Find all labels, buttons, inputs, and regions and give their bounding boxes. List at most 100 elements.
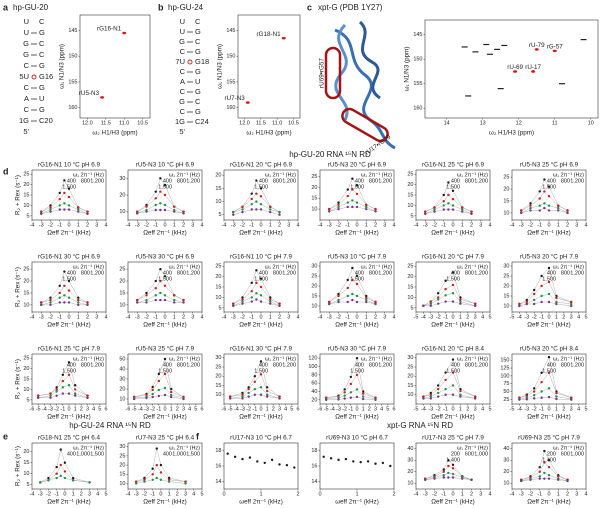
x-axis-label: Ωeff 2π⁻¹ (kHz) [143, 230, 186, 237]
legend-entry: 1,500 [446, 184, 460, 190]
data-point [182, 397, 185, 401]
x-axis-label: ω₂ H1/H3 (ppm) [489, 130, 534, 137]
data-point [278, 210, 281, 214]
x-tick-label: -5 [132, 406, 137, 412]
data-point [437, 387, 440, 391]
x-tick-label: 5 [584, 314, 587, 320]
legend-entry: 400 [67, 270, 76, 276]
data-point [49, 298, 52, 302]
x-tick-label: 3 [191, 314, 194, 320]
x-tick-label: -2 [336, 314, 341, 320]
data-point [265, 393, 269, 396]
x-tick-label: -2 [48, 222, 53, 228]
y-tick-label: 20 [503, 187, 509, 193]
x-tick-label: -1 [537, 222, 542, 228]
y-tick-label: 25 [311, 174, 317, 180]
y-tick-label: 15 [503, 293, 509, 299]
x-tick-label: -3 [231, 222, 236, 228]
data-point [566, 211, 569, 215]
x-tick-label: 3 [374, 406, 377, 412]
legend-entry: 1,400 [446, 457, 460, 463]
legend-entry: 1,500 [158, 368, 172, 374]
legend-entry: 400 [355, 270, 364, 276]
y-tick-label: 20 [215, 374, 221, 380]
data-point [346, 188, 349, 191]
data-point [250, 300, 253, 303]
x-tick-label: 2 [368, 406, 371, 412]
data-point [470, 478, 473, 481]
data-point [259, 277, 263, 280]
data-point [351, 177, 354, 180]
x-tick-label: 0 [259, 314, 262, 320]
x-tick-label: 4 [296, 314, 299, 320]
data-point [157, 394, 161, 398]
data-point [250, 197, 253, 201]
legend-entry: 800 [273, 178, 282, 184]
data-point [429, 397, 432, 400]
data-point [71, 479, 75, 482]
legend-entry: 800 [561, 178, 570, 184]
data-point [145, 298, 148, 302]
legend-entry: 1,500 [90, 451, 104, 457]
panel-title: rU5-N3 10 °C pH 6.9 [136, 161, 195, 169]
data-point [163, 208, 167, 212]
x-tick-label: -4 [414, 491, 419, 497]
data-point [145, 294, 148, 297]
data-point [429, 300, 432, 303]
fit-line [326, 374, 376, 398]
panel-title: rU17-N3 10 °C pH 6.7 [230, 434, 292, 442]
x-tick-label: -1 [441, 491, 446, 497]
data-point [343, 394, 346, 397]
x-axis-label: Ωeff 2π⁻¹ (kHz) [431, 322, 474, 329]
panel-title: rG18-N1 25 °C pH 6.4 [38, 434, 101, 442]
data-point [570, 302, 573, 306]
panel-title: rU69-N3 10 °C pH 6.7 [326, 434, 388, 442]
data-point [444, 294, 447, 297]
data-point [155, 463, 158, 467]
nucleotide: G [195, 47, 201, 56]
legend-entry: 200 [547, 451, 556, 457]
x-tick-label: -1 [57, 222, 62, 228]
data-point [47, 476, 50, 480]
data-point [253, 375, 257, 378]
x-tick-label: 5 [488, 314, 491, 320]
x-tick-label: -5 [324, 406, 329, 412]
y-tick-label: 150 [413, 57, 422, 63]
data-point [543, 178, 546, 181]
data-point [154, 294, 157, 297]
legend-entry: 800 [465, 270, 474, 276]
nucleotide: C24 [195, 117, 209, 126]
data-point [228, 397, 232, 400]
x-tick-label: 3 [278, 406, 281, 412]
nucleotide: 7U [175, 57, 185, 66]
x-tick-label: 3 [287, 222, 290, 228]
y-tick-label: 50 [503, 389, 509, 395]
data-point [250, 208, 253, 211]
data-point [255, 269, 258, 272]
data-point [151, 395, 154, 399]
data-point [422, 304, 425, 307]
y-tick-label: 15 [23, 376, 29, 382]
data-point [442, 200, 445, 203]
x-axis-label: ω₂ H1/H3 (ppm) [246, 130, 291, 137]
data-point [525, 298, 528, 302]
data-point [355, 356, 359, 360]
data-point [163, 183, 167, 187]
x-tick-label: 4 [488, 222, 491, 228]
x-tick-label: -1 [153, 314, 158, 320]
data-point [269, 296, 272, 299]
data-point [58, 208, 61, 211]
data-point [337, 398, 340, 401]
nucleotide: U [24, 28, 29, 37]
legend-entry: 1,500 [254, 276, 268, 282]
y-axis-label: ω₁ N1/N3 (ppm) [217, 44, 224, 89]
data-point [447, 476, 450, 479]
data-point [265, 386, 269, 389]
data-point [143, 480, 146, 483]
data-point [77, 206, 80, 209]
y-tick-label: 40 [407, 446, 413, 452]
x-axis-label: Ωeff 2π⁻¹ (kHz) [335, 414, 378, 421]
x-tick-label: 5 [200, 491, 203, 497]
nucleotide: U [24, 17, 29, 26]
legend-entry: 1,200 [90, 178, 104, 184]
